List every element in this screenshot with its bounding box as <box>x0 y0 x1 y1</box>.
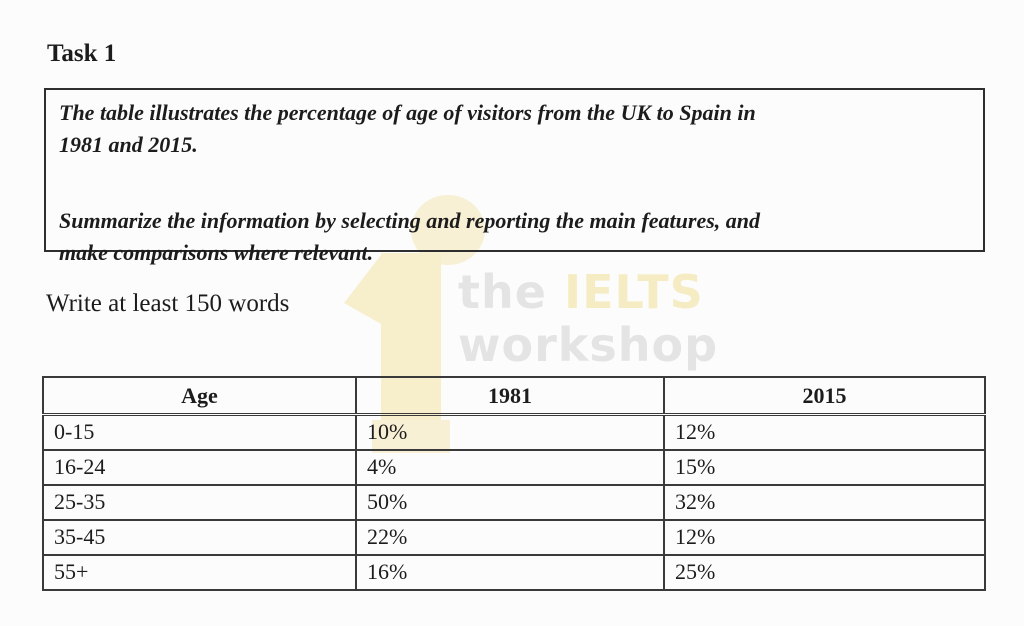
table-row: 25-35 50% 32% <box>42 484 986 521</box>
table-row: 35-45 22% 12% <box>42 519 986 556</box>
table-cell-age: 16-24 <box>42 449 357 486</box>
watermark-word-ielts: IELTS <box>563 265 704 319</box>
table-cell-1981: 22% <box>355 519 665 556</box>
word-count-instruction: Write at least 150 words <box>46 290 290 317</box>
prompt-paragraph-2: Summarize the information by selecting a… <box>59 205 971 269</box>
table-cell-2015: 12% <box>663 413 986 451</box>
table-row: 55+ 16% 25% <box>42 554 986 591</box>
column-header-1981: 1981 <box>355 376 665 416</box>
table-cell-2015: 32% <box>663 484 986 521</box>
column-header-age: Age <box>42 376 357 416</box>
prompt-paragraph-1: The table illustrates the percentage of … <box>59 97 971 161</box>
table-cell-1981: 50% <box>355 484 665 521</box>
watermark-word-workshop: workshop <box>458 318 719 372</box>
task-title: Task 1 <box>47 40 117 67</box>
prompt-line: Summarize the information by selecting a… <box>59 208 761 233</box>
table-cell-2015: 15% <box>663 449 986 486</box>
column-header-2015: 2015 <box>663 376 986 416</box>
table-cell-age: 55+ <box>42 554 357 591</box>
table-cell-age: 0-15 <box>42 413 357 451</box>
table-cell-age: 35-45 <box>42 519 357 556</box>
prompt-line: 1981 and 2015. <box>59 132 198 157</box>
table-row: 16-24 4% 15% <box>42 449 986 486</box>
table-cell-1981: 4% <box>355 449 665 486</box>
table-header-row: Age 1981 2015 <box>42 376 986 416</box>
table-cell-1981: 10% <box>355 413 665 451</box>
age-percentage-table: Age 1981 2015 0-15 10% 12% 16-24 4% 15% … <box>42 376 986 591</box>
watermark-word-the: the <box>458 265 547 319</box>
table-cell-2015: 25% <box>663 554 986 591</box>
watermark-line-1: the IELTS <box>458 266 718 319</box>
table-cell-age: 25-35 <box>42 484 357 521</box>
table-cell-2015: 12% <box>663 519 986 556</box>
prompt-line: The table illustrates the percentage of … <box>59 100 756 125</box>
table-cell-1981: 16% <box>355 554 665 591</box>
prompt-box: The table illustrates the percentage of … <box>44 88 985 265</box>
watermark-text: the IELTS workshop <box>458 266 718 372</box>
prompt-line: make comparisons where relevant. <box>59 240 374 265</box>
table-row: 0-15 10% 12% <box>42 413 986 451</box>
